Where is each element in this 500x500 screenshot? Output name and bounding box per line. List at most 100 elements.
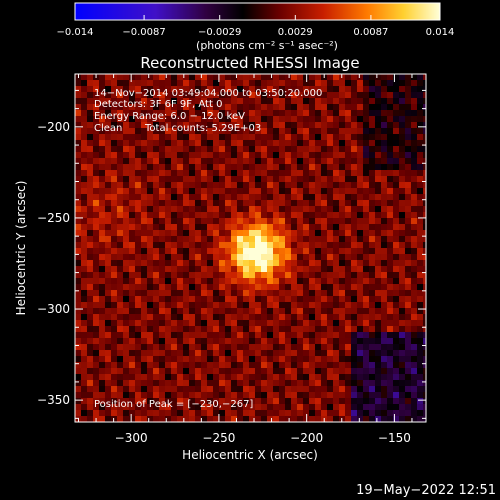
heatmap-cell [201, 212, 207, 218]
heatmap-cell [249, 374, 255, 380]
heatmap-cell [345, 410, 351, 416]
heatmap-cell [93, 302, 99, 308]
heatmap-cell [393, 242, 399, 248]
heatmap-cell [177, 254, 183, 260]
heatmap-cell [321, 326, 327, 332]
heatmap-cell [87, 80, 93, 86]
heatmap-cell [243, 170, 249, 176]
heatmap-cell [285, 266, 291, 272]
heatmap-cell [237, 356, 243, 362]
heatmap-cell [117, 326, 123, 332]
heatmap-cell [135, 200, 141, 206]
heatmap-cell [339, 134, 345, 140]
heatmap-cell [405, 356, 411, 362]
heatmap-cell [255, 140, 261, 146]
heatmap-cell [417, 170, 423, 176]
heatmap-cell [387, 326, 393, 332]
heatmap-cell [267, 362, 273, 368]
heatmap-cell [315, 326, 321, 332]
heatmap-cell [243, 80, 249, 86]
heatmap-cell [255, 122, 261, 128]
heatmap-cell [135, 290, 141, 296]
heatmap-cell [213, 176, 219, 182]
heatmap-cell [339, 314, 345, 320]
heatmap-cell [417, 230, 423, 236]
heatmap-cell [273, 392, 279, 398]
heatmap-cell [297, 242, 303, 248]
heatmap-cell [219, 176, 225, 182]
heatmap-cell [279, 86, 285, 92]
heatmap-cell [135, 140, 141, 146]
heatmap-cell [261, 356, 267, 362]
heatmap-cell [369, 260, 375, 266]
heatmap-cell [105, 320, 111, 326]
heatmap-cell [261, 314, 267, 320]
heatmap-cell [381, 374, 387, 380]
heatmap-cell [405, 248, 411, 254]
heatmap-cell [81, 320, 87, 326]
heatmap-cell [309, 158, 315, 164]
heatmap-cell [117, 338, 123, 344]
heatmap-cell [345, 386, 351, 392]
heatmap-cell [339, 194, 345, 200]
heatmap-cell [267, 338, 273, 344]
heatmap-cell [81, 128, 87, 134]
heatmap-cell [147, 170, 153, 176]
heatmap-cell [309, 212, 315, 218]
heatmap-cell [351, 284, 357, 290]
heatmap-cell [201, 416, 207, 422]
heatmap-cell [339, 320, 345, 326]
heatmap-cell [315, 194, 321, 200]
heatmap-cell [363, 410, 369, 416]
heatmap-cell [393, 80, 399, 86]
heatmap-cell [219, 134, 225, 140]
heatmap-cell [333, 140, 339, 146]
heatmap-cell [117, 134, 123, 140]
heatmap-cell [399, 224, 405, 230]
heatmap-cell [93, 152, 99, 158]
heatmap-cell [135, 98, 141, 104]
heatmap-cell [291, 134, 297, 140]
heatmap-cell [291, 332, 297, 338]
heatmap-cell [417, 398, 423, 404]
heatmap-cell [105, 152, 111, 158]
heatmap-cell [321, 356, 327, 362]
heatmap-cell [273, 170, 279, 176]
heatmap-cell [303, 314, 309, 320]
heatmap-cell [183, 128, 189, 134]
heatmap-cell [255, 272, 261, 278]
heatmap-cell [147, 188, 153, 194]
heatmap-cell [159, 236, 165, 242]
heatmap-cell [411, 104, 417, 110]
heatmap-cell [375, 122, 381, 128]
heatmap-cell [231, 122, 237, 128]
heatmap-cell [81, 392, 87, 398]
heatmap-cell [375, 170, 381, 176]
heatmap-cell [165, 230, 171, 236]
heatmap-cell [207, 392, 213, 398]
heatmap-cell [369, 110, 375, 116]
heatmap-cell [411, 416, 417, 422]
heatmap-cell [123, 74, 129, 80]
heatmap-cell [141, 236, 147, 242]
heatmap-cell [321, 308, 327, 314]
heatmap-cell [219, 152, 225, 158]
heatmap-cell [255, 128, 261, 134]
heatmap-cell [129, 380, 135, 386]
heatmap-cell [315, 320, 321, 326]
heatmap-cell [291, 308, 297, 314]
heatmap-cell [87, 266, 93, 272]
heatmap-cell [117, 284, 123, 290]
heatmap-cell [255, 302, 261, 308]
heatmap-cell [225, 122, 231, 128]
heatmap-cell [225, 104, 231, 110]
heatmap-cell [183, 338, 189, 344]
heatmap-cell [315, 92, 321, 98]
heatmap-cell [75, 230, 81, 236]
heatmap-cell [279, 296, 285, 302]
heatmap-cell [225, 398, 231, 404]
heatmap-cell [81, 224, 87, 230]
heatmap-cell [291, 236, 297, 242]
heatmap-cell [189, 362, 195, 368]
heatmap-cell [339, 158, 345, 164]
